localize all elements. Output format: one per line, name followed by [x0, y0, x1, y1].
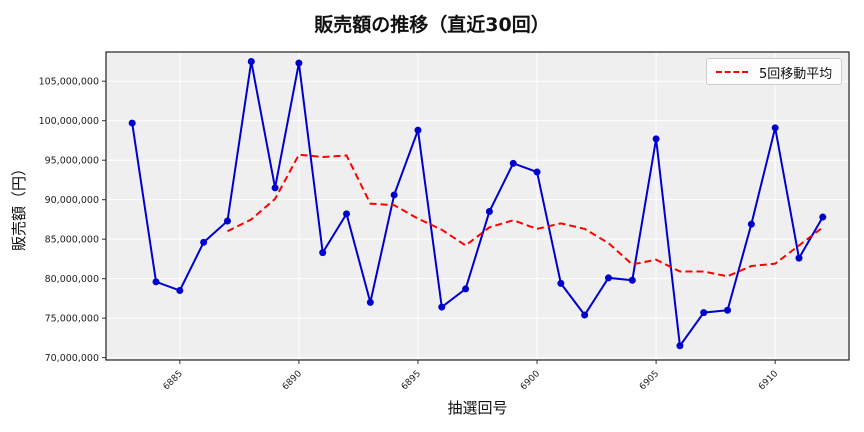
- legend-dashed-line-icon: [716, 71, 748, 73]
- sales-line: [131, 61, 824, 349]
- sales-marker: [700, 309, 708, 317]
- x-tick-label: 6885: [162, 369, 185, 392]
- sales-marker: [390, 191, 398, 199]
- legend: 5回移動平均: [706, 58, 842, 85]
- sales-marker: [152, 278, 160, 286]
- y-tick-label: 90,000,000: [45, 195, 99, 206]
- sales-marker: [509, 159, 517, 167]
- sales-marker: [604, 274, 612, 282]
- x-tick-label: 6905: [638, 369, 661, 392]
- y-tick-label: 105,000,000: [39, 77, 99, 88]
- sales-marker: [485, 208, 493, 216]
- sales-marker: [128, 119, 136, 127]
- sales-marker: [652, 135, 660, 143]
- y-tick-label: 80,000,000: [45, 274, 99, 285]
- x-tick-label: 6895: [400, 369, 423, 392]
- sales-marker: [533, 168, 541, 176]
- sales-marker: [819, 213, 827, 221]
- chart-title: 販売額の推移（直近30回）: [314, 14, 550, 36]
- x-axis-label: 抽選回号: [447, 399, 508, 417]
- y-tick-label: 95,000,000: [45, 156, 99, 167]
- x-tick-label: 6900: [519, 369, 542, 392]
- sales-marker: [747, 220, 755, 228]
- sales-marker: [176, 287, 184, 295]
- sales-marker: [295, 59, 303, 67]
- y-tick-label: 85,000,000: [45, 235, 99, 246]
- y-axis-label: 販売額（円）: [10, 160, 28, 252]
- sales-marker: [247, 57, 255, 65]
- sales-marker: [557, 279, 565, 287]
- plot-area: [106, 52, 849, 360]
- sales-marker: [414, 126, 422, 134]
- moving-average-line: [227, 153, 824, 278]
- legend-label-moving-average: 5回移動平均: [759, 67, 833, 82]
- x-tick-label: 6910: [757, 369, 780, 392]
- sales-marker: [462, 285, 470, 293]
- sales-marker: [628, 276, 636, 284]
- sales-marker: [771, 124, 779, 132]
- sales-marker: [676, 342, 684, 350]
- sales-marker: [271, 184, 279, 192]
- sales-marker: [366, 298, 374, 306]
- y-tick-label: 70,000,000: [45, 353, 99, 364]
- sales-marker: [200, 238, 208, 246]
- plot-frame: [105, 51, 850, 361]
- sales-marker: [581, 311, 589, 319]
- sales-marker: [724, 306, 732, 314]
- sales-marker: [438, 303, 446, 311]
- sales-marker: [319, 249, 327, 257]
- x-tick-label: 6890: [281, 369, 304, 392]
- sales-marker: [795, 254, 803, 262]
- y-tick-label: 75,000,000: [45, 314, 99, 325]
- sales-marker: [223, 217, 231, 225]
- y-tick-label: 100,000,000: [39, 116, 99, 127]
- sales-marker: [343, 210, 351, 218]
